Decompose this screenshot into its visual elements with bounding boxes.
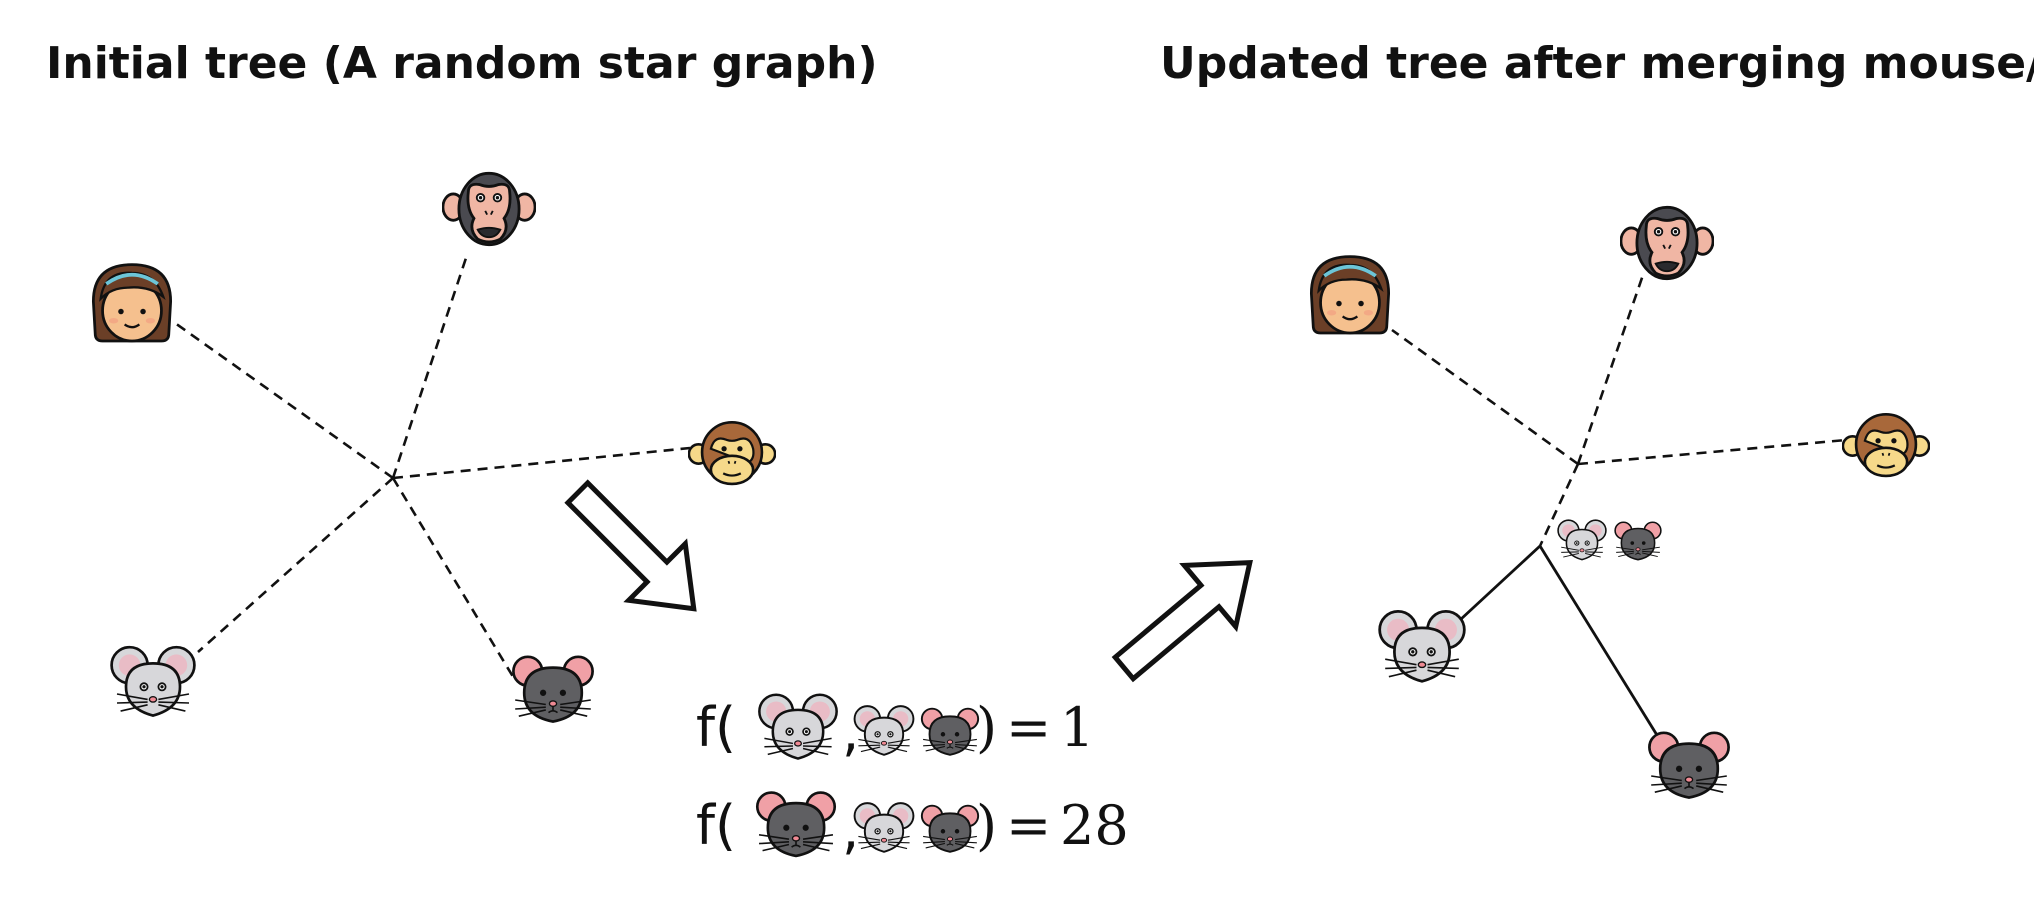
equation-value: 1 xyxy=(1060,696,1094,759)
title-initial-tree: Initial tree (A random star graph) xyxy=(46,38,878,89)
equation-equals: = xyxy=(1006,794,1051,857)
dashed-edges xyxy=(1391,271,1847,547)
equation-comma: , xyxy=(842,700,859,763)
edge-internal-chimp xyxy=(1576,271,1646,465)
mouse-face-icon xyxy=(853,705,915,756)
equation-close: ) xyxy=(976,794,997,857)
arrow-up-right-icon xyxy=(1111,559,1253,683)
rat-face-icon xyxy=(755,791,837,858)
mouse-face-icon xyxy=(758,693,838,760)
rat-face-icon xyxy=(920,707,980,756)
equation-close: ) xyxy=(976,696,997,759)
updated-tree xyxy=(1309,205,1930,799)
edge-internal-monkey xyxy=(1577,438,1847,466)
edge-center-monkey xyxy=(392,446,691,480)
star-edges xyxy=(174,257,691,681)
solid-edges xyxy=(1459,544,1662,741)
merged-mouse-face-icon xyxy=(1557,519,1607,561)
initial-star-graph xyxy=(91,171,776,723)
edge-merged-mouse xyxy=(1459,544,1541,622)
edge-center-chimp xyxy=(391,257,468,479)
monkey-face-icon xyxy=(1842,413,1930,478)
edge-center-mouse xyxy=(197,477,394,653)
edge-internal-merged xyxy=(1538,463,1580,547)
girl-face-icon xyxy=(1309,254,1391,335)
equation-row-mouse: f( , ) = 1 xyxy=(696,693,1094,763)
equation-value: 28 xyxy=(1060,794,1129,857)
edge-internal-girl xyxy=(1391,328,1579,466)
rat-face-icon xyxy=(1648,731,1730,799)
edge-center-rat xyxy=(391,477,517,681)
mouse-face-icon xyxy=(1378,609,1466,683)
monkey-face-icon xyxy=(688,421,776,486)
chimpanzee-face-icon xyxy=(442,171,536,247)
equation-func: f( xyxy=(696,794,736,857)
equation-row-rat: f( , ) = 28 xyxy=(696,791,1129,861)
merged-rat-face-icon xyxy=(1614,521,1662,561)
girl-face-icon xyxy=(91,262,173,343)
equation-equals: = xyxy=(1006,696,1051,759)
mouse-face-icon xyxy=(853,802,915,853)
edge-center-girl xyxy=(174,321,394,480)
chimpanzee-face-icon xyxy=(1620,205,1714,281)
edge-merged-rat xyxy=(1538,545,1662,741)
rat-face-icon xyxy=(512,655,594,723)
title-updated-tree: Updated tree after merging mouse/rat xyxy=(1160,38,2034,89)
arrow-down-right-icon xyxy=(564,479,697,612)
mouse-face-icon xyxy=(110,645,196,717)
rat-face-icon xyxy=(920,804,980,853)
equation-func: f( xyxy=(696,696,736,759)
